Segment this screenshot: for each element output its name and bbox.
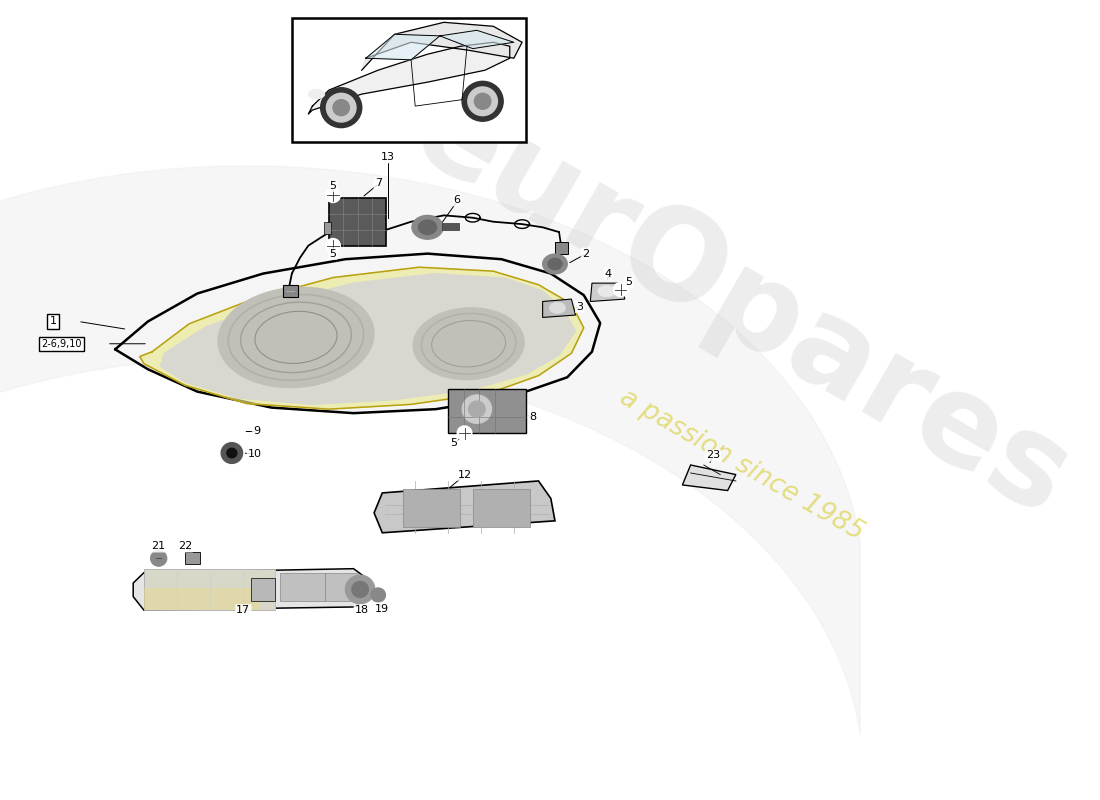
Bar: [448, 390, 526, 433]
Polygon shape: [362, 22, 522, 70]
Circle shape: [320, 88, 362, 128]
Ellipse shape: [411, 215, 443, 239]
Text: 8: 8: [529, 412, 537, 422]
Polygon shape: [116, 254, 601, 413]
Polygon shape: [161, 274, 575, 404]
Circle shape: [458, 426, 472, 440]
Circle shape: [614, 282, 628, 297]
Circle shape: [474, 94, 491, 110]
Ellipse shape: [597, 286, 616, 297]
Text: 21: 21: [151, 542, 165, 551]
Text: 5: 5: [330, 181, 337, 191]
Text: 5: 5: [626, 277, 632, 286]
Circle shape: [352, 582, 368, 598]
FancyBboxPatch shape: [185, 552, 200, 564]
Bar: [279, 573, 324, 601]
Text: 18: 18: [354, 605, 368, 615]
Circle shape: [227, 448, 236, 458]
Ellipse shape: [218, 287, 374, 387]
Text: 6: 6: [453, 195, 461, 205]
Bar: [323, 222, 330, 234]
Circle shape: [326, 188, 340, 202]
Bar: [329, 198, 386, 246]
Polygon shape: [542, 299, 575, 318]
Polygon shape: [374, 481, 556, 533]
Text: 5: 5: [450, 438, 458, 449]
Bar: [473, 489, 530, 527]
Text: 3: 3: [576, 302, 583, 312]
Ellipse shape: [542, 254, 568, 274]
Ellipse shape: [418, 220, 437, 234]
Ellipse shape: [548, 258, 562, 270]
Text: 13: 13: [381, 152, 395, 162]
Bar: [324, 573, 358, 601]
Text: 2: 2: [582, 249, 588, 258]
Circle shape: [326, 238, 340, 253]
Polygon shape: [133, 569, 372, 610]
Bar: [251, 578, 275, 601]
Circle shape: [151, 550, 167, 566]
Text: 5: 5: [330, 249, 337, 258]
Circle shape: [371, 588, 386, 602]
Circle shape: [345, 575, 375, 604]
Text: 17: 17: [236, 605, 251, 615]
Circle shape: [468, 87, 497, 116]
Text: 7: 7: [375, 178, 382, 189]
Bar: [292, 18, 526, 142]
Text: 10: 10: [248, 449, 262, 459]
Bar: [144, 588, 258, 610]
Polygon shape: [682, 465, 736, 490]
Text: eurOpares: eurOpares: [393, 69, 1091, 542]
Bar: [556, 242, 568, 254]
Text: a passion since 1985: a passion since 1985: [615, 384, 868, 546]
Bar: [144, 569, 275, 610]
Circle shape: [333, 100, 350, 116]
Circle shape: [327, 94, 356, 122]
Polygon shape: [591, 283, 625, 302]
Circle shape: [469, 401, 485, 417]
Polygon shape: [366, 34, 440, 60]
Bar: [403, 489, 461, 527]
Polygon shape: [308, 42, 509, 114]
Text: 23: 23: [706, 450, 719, 461]
Ellipse shape: [414, 308, 524, 380]
Circle shape: [462, 82, 503, 122]
Text: 22: 22: [178, 542, 192, 551]
Circle shape: [221, 442, 242, 463]
Polygon shape: [140, 267, 584, 409]
Text: 19: 19: [374, 603, 388, 614]
Ellipse shape: [549, 302, 565, 314]
Polygon shape: [440, 30, 514, 49]
Text: 2-6,9,10: 2-6,9,10: [41, 338, 81, 349]
Text: 4: 4: [605, 269, 612, 278]
Bar: [283, 285, 298, 298]
Text: 1: 1: [50, 317, 56, 326]
Bar: [442, 223, 459, 230]
Text: 9: 9: [253, 426, 260, 437]
Circle shape: [226, 422, 243, 440]
Text: 12: 12: [458, 470, 472, 479]
Circle shape: [462, 395, 492, 423]
Ellipse shape: [308, 90, 324, 99]
